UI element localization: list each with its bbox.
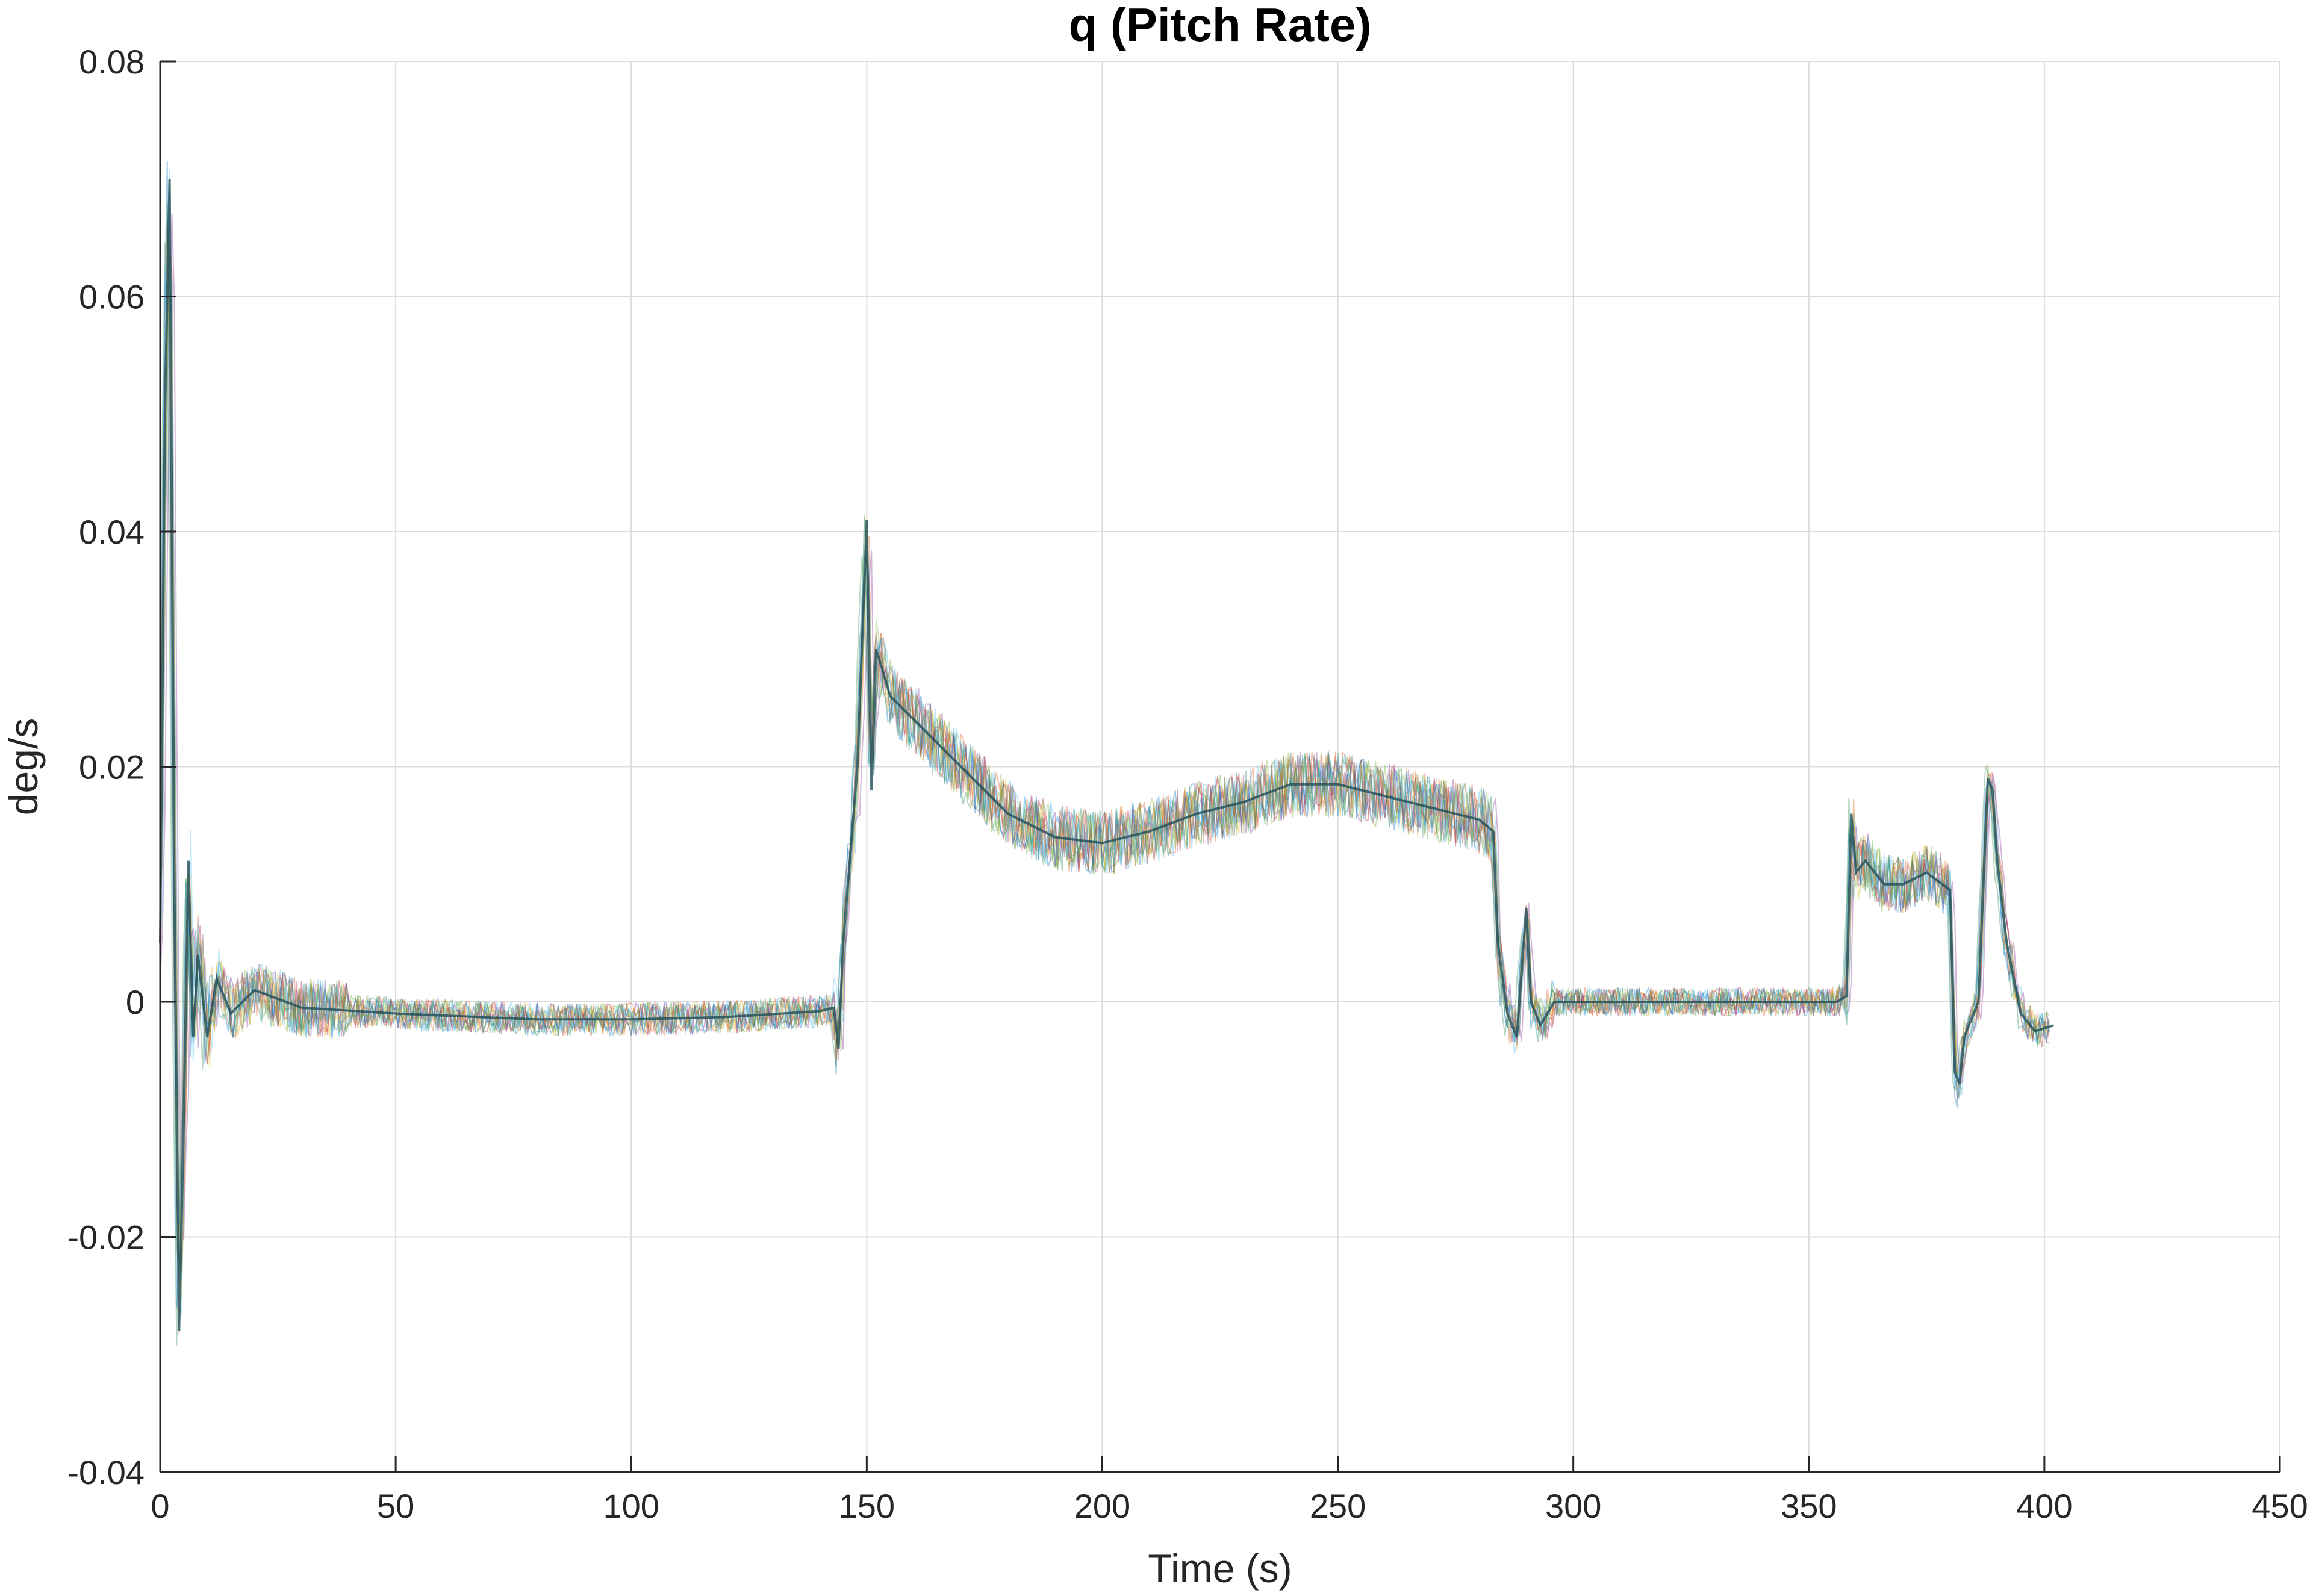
x-tick-label: 300 (1545, 1487, 1601, 1525)
run-trace (160, 245, 2050, 1315)
run-trace (160, 220, 2050, 1249)
x-tick-label: 150 (839, 1487, 895, 1525)
x-tick-label: 250 (1310, 1487, 1366, 1525)
run-trace (160, 214, 2050, 1240)
x-tick-label: 200 (1074, 1487, 1130, 1525)
y-tick-label: -0.04 (67, 1453, 145, 1491)
x-tick-label: 450 (2252, 1487, 2308, 1525)
y-tick-label: 0.06 (79, 278, 145, 316)
chart-title: q (Pitch Rate) (1069, 0, 1372, 51)
y-tick-label: 0.04 (79, 513, 145, 551)
y-tick-label: 0.02 (79, 748, 145, 786)
y-tick-label: 0 (126, 983, 145, 1021)
y-axis-ticks: -0.04 -0.02 0 0.02 0.04 0.06 0.08 (67, 43, 176, 1491)
run-trace (160, 241, 2050, 1290)
x-axis-title: Time (s) (1148, 1546, 1292, 1591)
mean-trace (159, 179, 2055, 1331)
data-traces (159, 161, 2055, 1346)
run-trace (160, 191, 2050, 1272)
x-axis-ticks: 0 50 100 150 200 250 300 350 400 450 (151, 1456, 2308, 1525)
run-trace (160, 161, 2050, 1309)
x-tick-label: 400 (2016, 1487, 2072, 1525)
run-trace (160, 223, 2050, 1334)
y-tick-label: -0.02 (67, 1219, 145, 1256)
y-axis-title: deg/s (1, 718, 46, 815)
run-trace (160, 246, 2050, 1300)
y-tick-label: 0.08 (79, 43, 145, 81)
x-tick-label: 0 (151, 1487, 169, 1525)
x-tick-label: 50 (377, 1487, 414, 1525)
run-trace (160, 202, 2050, 1281)
x-tick-label: 100 (603, 1487, 659, 1525)
x-tick-label: 350 (1781, 1487, 1837, 1525)
